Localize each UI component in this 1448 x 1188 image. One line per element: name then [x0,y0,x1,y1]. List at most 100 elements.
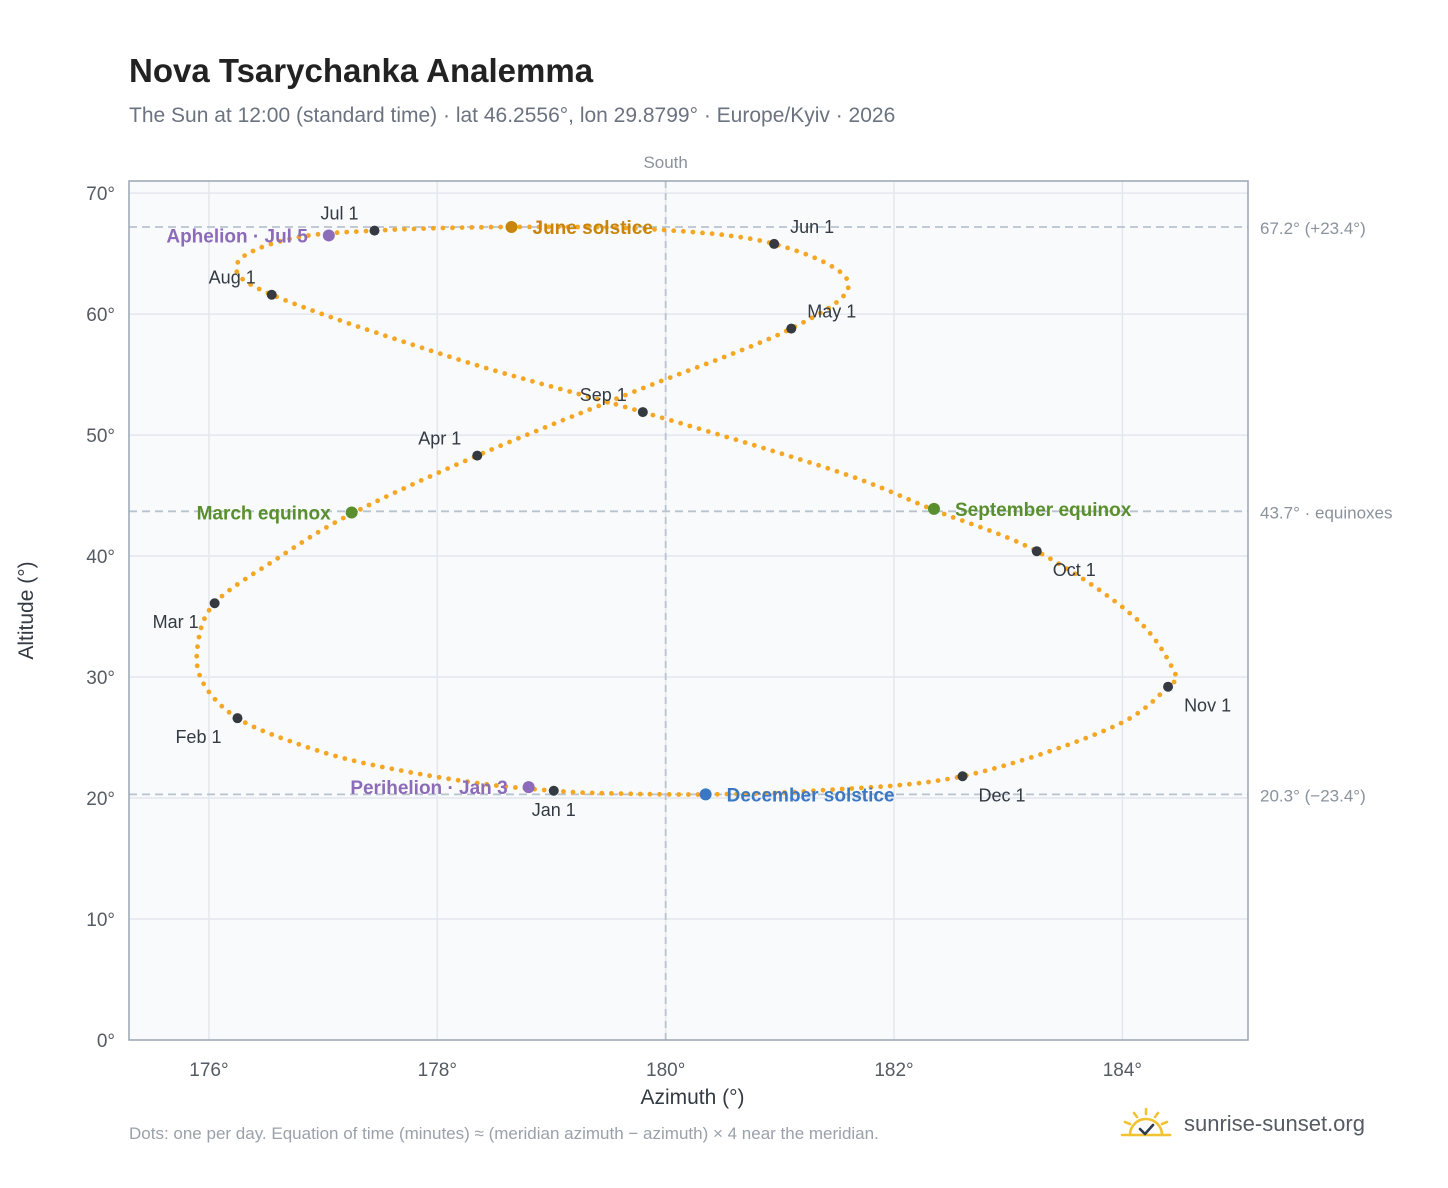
daily-sun-dot [747,236,753,242]
daily-sun-dot [628,791,634,797]
daily-sun-dot [926,779,931,785]
daily-sun-dot [667,375,673,380]
daily-sun-dot [578,410,584,416]
month-marker-label: Aug 1 [209,268,256,288]
daily-sun-dot [306,233,311,238]
daily-sun-dot [696,426,702,432]
daily-sun-dot [1173,671,1178,677]
daily-sun-dot [742,440,748,445]
daily-sun-dot [1171,679,1177,685]
daily-sun-dot [801,789,807,794]
daily-sun-dot [421,226,426,232]
daily-sun-dot [733,437,739,443]
daily-sun-dot [446,776,451,782]
daily-sun-dot [194,653,200,659]
daily-sun-dot [465,360,471,365]
footnote: Dots: one per day. Equation of time (min… [129,1124,879,1143]
daily-sun-dot [870,482,876,487]
daily-sun-dot [353,229,359,235]
daily-sun-dot [834,469,840,474]
daily-sun-dot [419,345,425,351]
daily-sun-dot [267,561,272,566]
daily-sun-dot [498,443,503,449]
daily-sun-dot [226,709,232,715]
daily-sun-dot [287,236,292,242]
daily-sun-dot [801,319,806,325]
daily-sun-dot [604,399,610,405]
daily-sun-dot [198,625,204,631]
daily-sun-dot [440,225,446,231]
daily-sun-dot [206,689,212,695]
daily-sun-dot [539,381,545,387]
month-marker-label: Nov 1 [1184,696,1231,716]
daily-sun-dot [533,428,539,434]
month-marker [1031,546,1042,557]
daily-sun-dot [923,504,929,510]
daily-sun-dot [637,791,643,797]
daily-sun-dot [346,321,352,326]
daily-sun-dot [363,228,369,234]
daily-sun-dot [569,414,575,419]
event-marker [522,781,535,794]
daily-sun-dot [469,225,475,230]
daily-sun-dot [358,506,363,512]
daily-sun-dot [907,781,912,787]
daily-sun-dot [915,500,920,506]
daily-sun-dot [334,230,340,236]
daily-sun-dot [841,293,846,299]
daily-sun-dot [551,421,557,427]
daily-sun-dot [227,587,232,593]
daily-sun-dot [649,382,655,387]
daily-sun-dot [751,442,757,448]
month-marker [548,785,559,796]
daily-sun-dot [686,792,691,797]
daily-sun-dot [516,435,521,441]
daily-sun-dot [310,308,315,313]
x-tick-label: 184° [1103,1060,1142,1081]
daily-sun-dot [493,783,499,788]
daily-sun-dot [212,696,218,702]
daily-sun-dot [1056,745,1062,751]
daily-sun-dot [382,227,388,233]
x-tick-label: 182° [874,1060,913,1081]
daily-sun-dot [436,470,442,475]
daily-sun-dot [328,314,334,320]
daily-sun-dot [411,226,417,232]
daily-sun-dot [567,389,572,394]
daily-sun-dot [392,336,397,342]
month-marker [209,598,220,609]
daily-sun-dot [436,774,442,780]
daily-sun-dot [332,520,338,526]
daily-sun-dot [959,518,965,523]
brand[interactable]: sunrise-sunset.org [1120,1102,1365,1146]
daily-sun-dot [502,371,508,376]
daily-sun-dot [240,276,246,282]
daily-sun-dot [1118,720,1124,726]
daily-sun-dot [584,224,590,230]
daily-sun-dot [557,386,563,392]
daily-sun-dot [401,339,407,345]
reference-line-label: 20.3° (−23.4°) [1260,786,1366,805]
daily-sun-dot [511,373,517,379]
daily-sun-dot [829,264,835,269]
daily-sun-dot [678,420,683,426]
daily-sun-dot [820,787,826,793]
y-tick-label: 20° [86,789,115,810]
month-marker [472,450,483,461]
daily-sun-dot [657,791,662,797]
daily-sun-dot [1141,623,1147,629]
daily-sun-dot [1164,654,1169,660]
daily-sun-dot [268,241,274,247]
daily-sun-dot [687,423,693,429]
daily-sun-dot [379,764,385,770]
daily-sun-dot [613,225,619,231]
daily-sun-dot [658,378,664,384]
daily-sun-dot [248,282,254,287]
daily-sun-dot [1013,538,1019,544]
daily-sun-dot [709,231,715,237]
daily-sun-dot [868,784,874,790]
daily-sun-dot [278,735,284,741]
daily-sun-dot [941,511,947,517]
daily-sun-dot [576,391,582,397]
daily-sun-dot [430,225,436,231]
